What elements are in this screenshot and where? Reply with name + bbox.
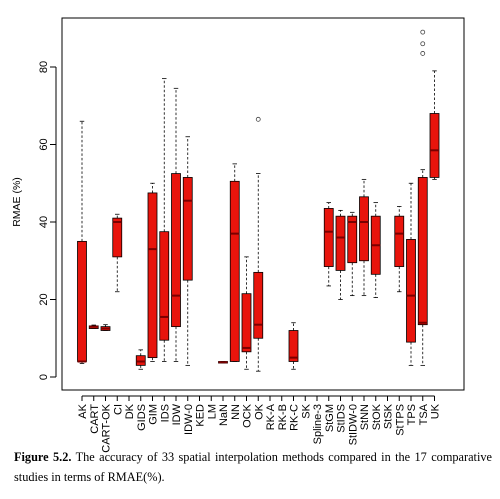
x-tick-label-17: RK-B bbox=[277, 404, 289, 430]
box-StNN bbox=[359, 178, 369, 297]
iqr-box-IDW bbox=[171, 173, 181, 328]
box-StIDS bbox=[335, 209, 346, 300]
iqr-box-NN bbox=[229, 180, 240, 362]
y-tick-label-1: 20 bbox=[38, 293, 50, 305]
box-StTPS bbox=[394, 206, 405, 293]
box-TPS bbox=[406, 182, 416, 366]
x-tick-label-9: IDW-0 bbox=[183, 404, 195, 435]
x-tick-label-13: NN bbox=[230, 404, 242, 420]
x-tick-label-4: DK bbox=[124, 403, 136, 419]
x-tick-label-26: StSK bbox=[383, 403, 395, 429]
x-tick-label-12: NaN bbox=[218, 404, 230, 426]
boxes-group bbox=[77, 29, 440, 372]
x-tick-label-19: SK bbox=[300, 403, 312, 418]
iqr-box-OCK bbox=[241, 293, 252, 353]
x-tick-label-20: Spline-3 bbox=[312, 404, 324, 444]
box-NaN bbox=[218, 361, 228, 364]
y-tick-label-2: 40 bbox=[38, 216, 50, 228]
plot-frame bbox=[61, 17, 465, 391]
x-tick-label-23: StIDW-0 bbox=[347, 404, 359, 445]
x-tick-label-5: GIDS bbox=[136, 404, 148, 431]
box-TSA bbox=[417, 29, 428, 366]
x-axis: AK CART CART-OK CI DK GIDS GIM IDS IDW IDW-0 KED LM… bbox=[77, 395, 442, 453]
x-tick-label-6: GIM bbox=[148, 404, 160, 425]
box-IDS bbox=[159, 78, 170, 362]
box-CI bbox=[112, 213, 123, 293]
box-CART-OK bbox=[100, 324, 111, 331]
iqr-box-TPS bbox=[406, 239, 416, 343]
x-tick-label-3: CI bbox=[112, 404, 124, 415]
box-CART bbox=[88, 324, 99, 329]
y-tick-label-4: 80 bbox=[38, 61, 50, 73]
box-GIM bbox=[147, 182, 158, 362]
box-OCK bbox=[241, 256, 252, 370]
x-tick-label-15: OK bbox=[253, 403, 265, 420]
iqr-box-TSA bbox=[417, 177, 428, 326]
iqr-box-StGM bbox=[323, 208, 334, 267]
iqr-box-GIM bbox=[147, 192, 158, 359]
iqr-box-IDW-0 bbox=[182, 177, 193, 281]
x-tick-label-7: IDS bbox=[159, 404, 171, 422]
iqr-box-AK bbox=[77, 240, 87, 362]
x-tick-label-16: RK-A bbox=[265, 403, 277, 430]
x-tick-label-11: LM bbox=[206, 404, 218, 419]
x-tick-label-2: CART-OK bbox=[101, 403, 113, 452]
outlier-TSA-1 bbox=[420, 41, 426, 47]
iqr-box-StTPS bbox=[394, 215, 405, 267]
x-tick-label-29: TSA bbox=[418, 403, 430, 425]
x-tick-label-21: StGM bbox=[324, 404, 336, 432]
box-AK bbox=[77, 120, 87, 364]
x-tick-label-27: StTPS bbox=[394, 404, 406, 436]
x-tick-label-24: StNN bbox=[359, 404, 371, 430]
box-IDW bbox=[171, 87, 181, 362]
box-NN bbox=[229, 163, 240, 362]
iqr-box-IDS bbox=[159, 231, 170, 341]
x-tick-label-30: UK bbox=[430, 403, 442, 419]
x-tick-label-10: KED bbox=[195, 404, 207, 427]
iqr-box-StIDW-0 bbox=[347, 215, 358, 264]
outlier-TSA-0 bbox=[420, 51, 426, 56]
outlier-TSA-2 bbox=[420, 29, 426, 35]
figure-caption: Figure 5.2. The accuracy of 33 spatial i… bbox=[14, 447, 492, 487]
box-StIDW-0 bbox=[347, 211, 358, 297]
x-tick-label-25: StOK bbox=[371, 403, 383, 430]
x-tick-label-28: TPS bbox=[406, 404, 418, 425]
x-tick-label-22: StIDS bbox=[336, 404, 348, 433]
box-OK bbox=[253, 116, 264, 372]
y-tick-label-3: 60 bbox=[38, 138, 50, 150]
box-StGM bbox=[323, 202, 334, 287]
iqr-box-UK bbox=[429, 113, 440, 178]
x-tick-label-14: OCK bbox=[242, 403, 254, 428]
x-tick-label-8: IDW bbox=[171, 403, 183, 425]
y-tick-label-0: 0 bbox=[38, 374, 50, 380]
figure-caption-label: Figure 5.2. bbox=[14, 450, 72, 464]
iqr-box-CI bbox=[112, 217, 123, 258]
y-axis: 0 20 40 60 80 bbox=[38, 61, 57, 380]
iqr-box-StIDS bbox=[335, 215, 346, 271]
x-tick-label-18: RK-C bbox=[289, 404, 301, 431]
box-StOK bbox=[370, 202, 381, 298]
iqr-box-StNN bbox=[359, 196, 369, 262]
box-RK-C bbox=[288, 322, 299, 370]
x-tick-label-0: AK bbox=[77, 403, 89, 418]
box-IDW-0 bbox=[182, 136, 193, 366]
figure-caption-text: The accuracy of 33 spatial interpolation… bbox=[14, 450, 492, 484]
box-GIDS bbox=[135, 349, 146, 370]
iqr-box-OK bbox=[253, 271, 264, 339]
y-axis-label: RMAE (%) bbox=[11, 177, 23, 227]
box-UK bbox=[429, 70, 440, 180]
x-tick-label-1: CART bbox=[89, 404, 101, 434]
outlier-OK-0 bbox=[255, 116, 261, 122]
iqr-box-RK-C bbox=[288, 330, 299, 362]
